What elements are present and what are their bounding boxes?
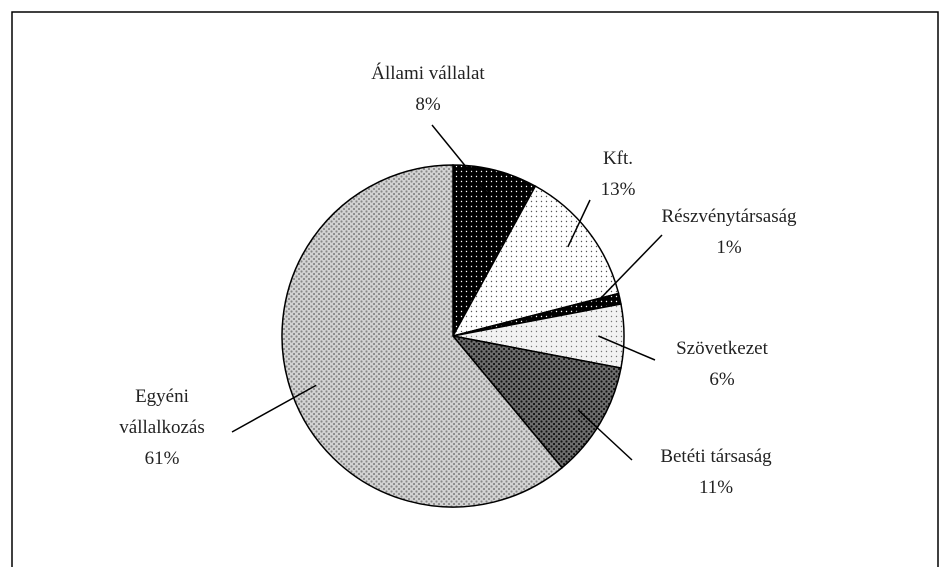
leader-line: [431, 124, 490, 196]
value-label: 11%: [698, 477, 734, 498]
slice-label: Részvénytársaság 1%: [629, 201, 829, 263]
value-label: 13%: [600, 179, 636, 200]
category-label: Szövetkezet: [676, 338, 768, 359]
category-label: Állami vállalat: [371, 63, 485, 84]
leader-line: [577, 409, 633, 461]
leader-line: [231, 384, 317, 433]
value-label: 6%: [709, 369, 735, 390]
pie-slice: [451, 334, 622, 469]
category-label: Részvénytársaság: [661, 206, 797, 227]
slice-label: Egyéni vállalkozás 61%: [106, 381, 218, 474]
slice-label: Kft. 13%: [578, 143, 658, 205]
pie-slice: [451, 185, 620, 338]
category-label: Egyéni vállalkozás: [119, 386, 205, 438]
slice-label: Állami vállalat 8%: [328, 58, 528, 120]
value-label: 8%: [415, 94, 441, 115]
leader-line: [567, 199, 591, 248]
slice-label: Betéti társaság 11%: [626, 441, 806, 503]
pie-slice: [281, 164, 564, 508]
leader-line: [598, 335, 656, 361]
value-label: 1%: [716, 237, 742, 258]
slice-label: Szövetkezet 6%: [652, 333, 792, 395]
category-label: Kft.: [602, 148, 634, 169]
leader-line: [594, 234, 663, 305]
category-label: Betéti társaság: [660, 446, 772, 467]
value-label: 61%: [144, 448, 180, 469]
frame: [11, 11, 939, 567]
